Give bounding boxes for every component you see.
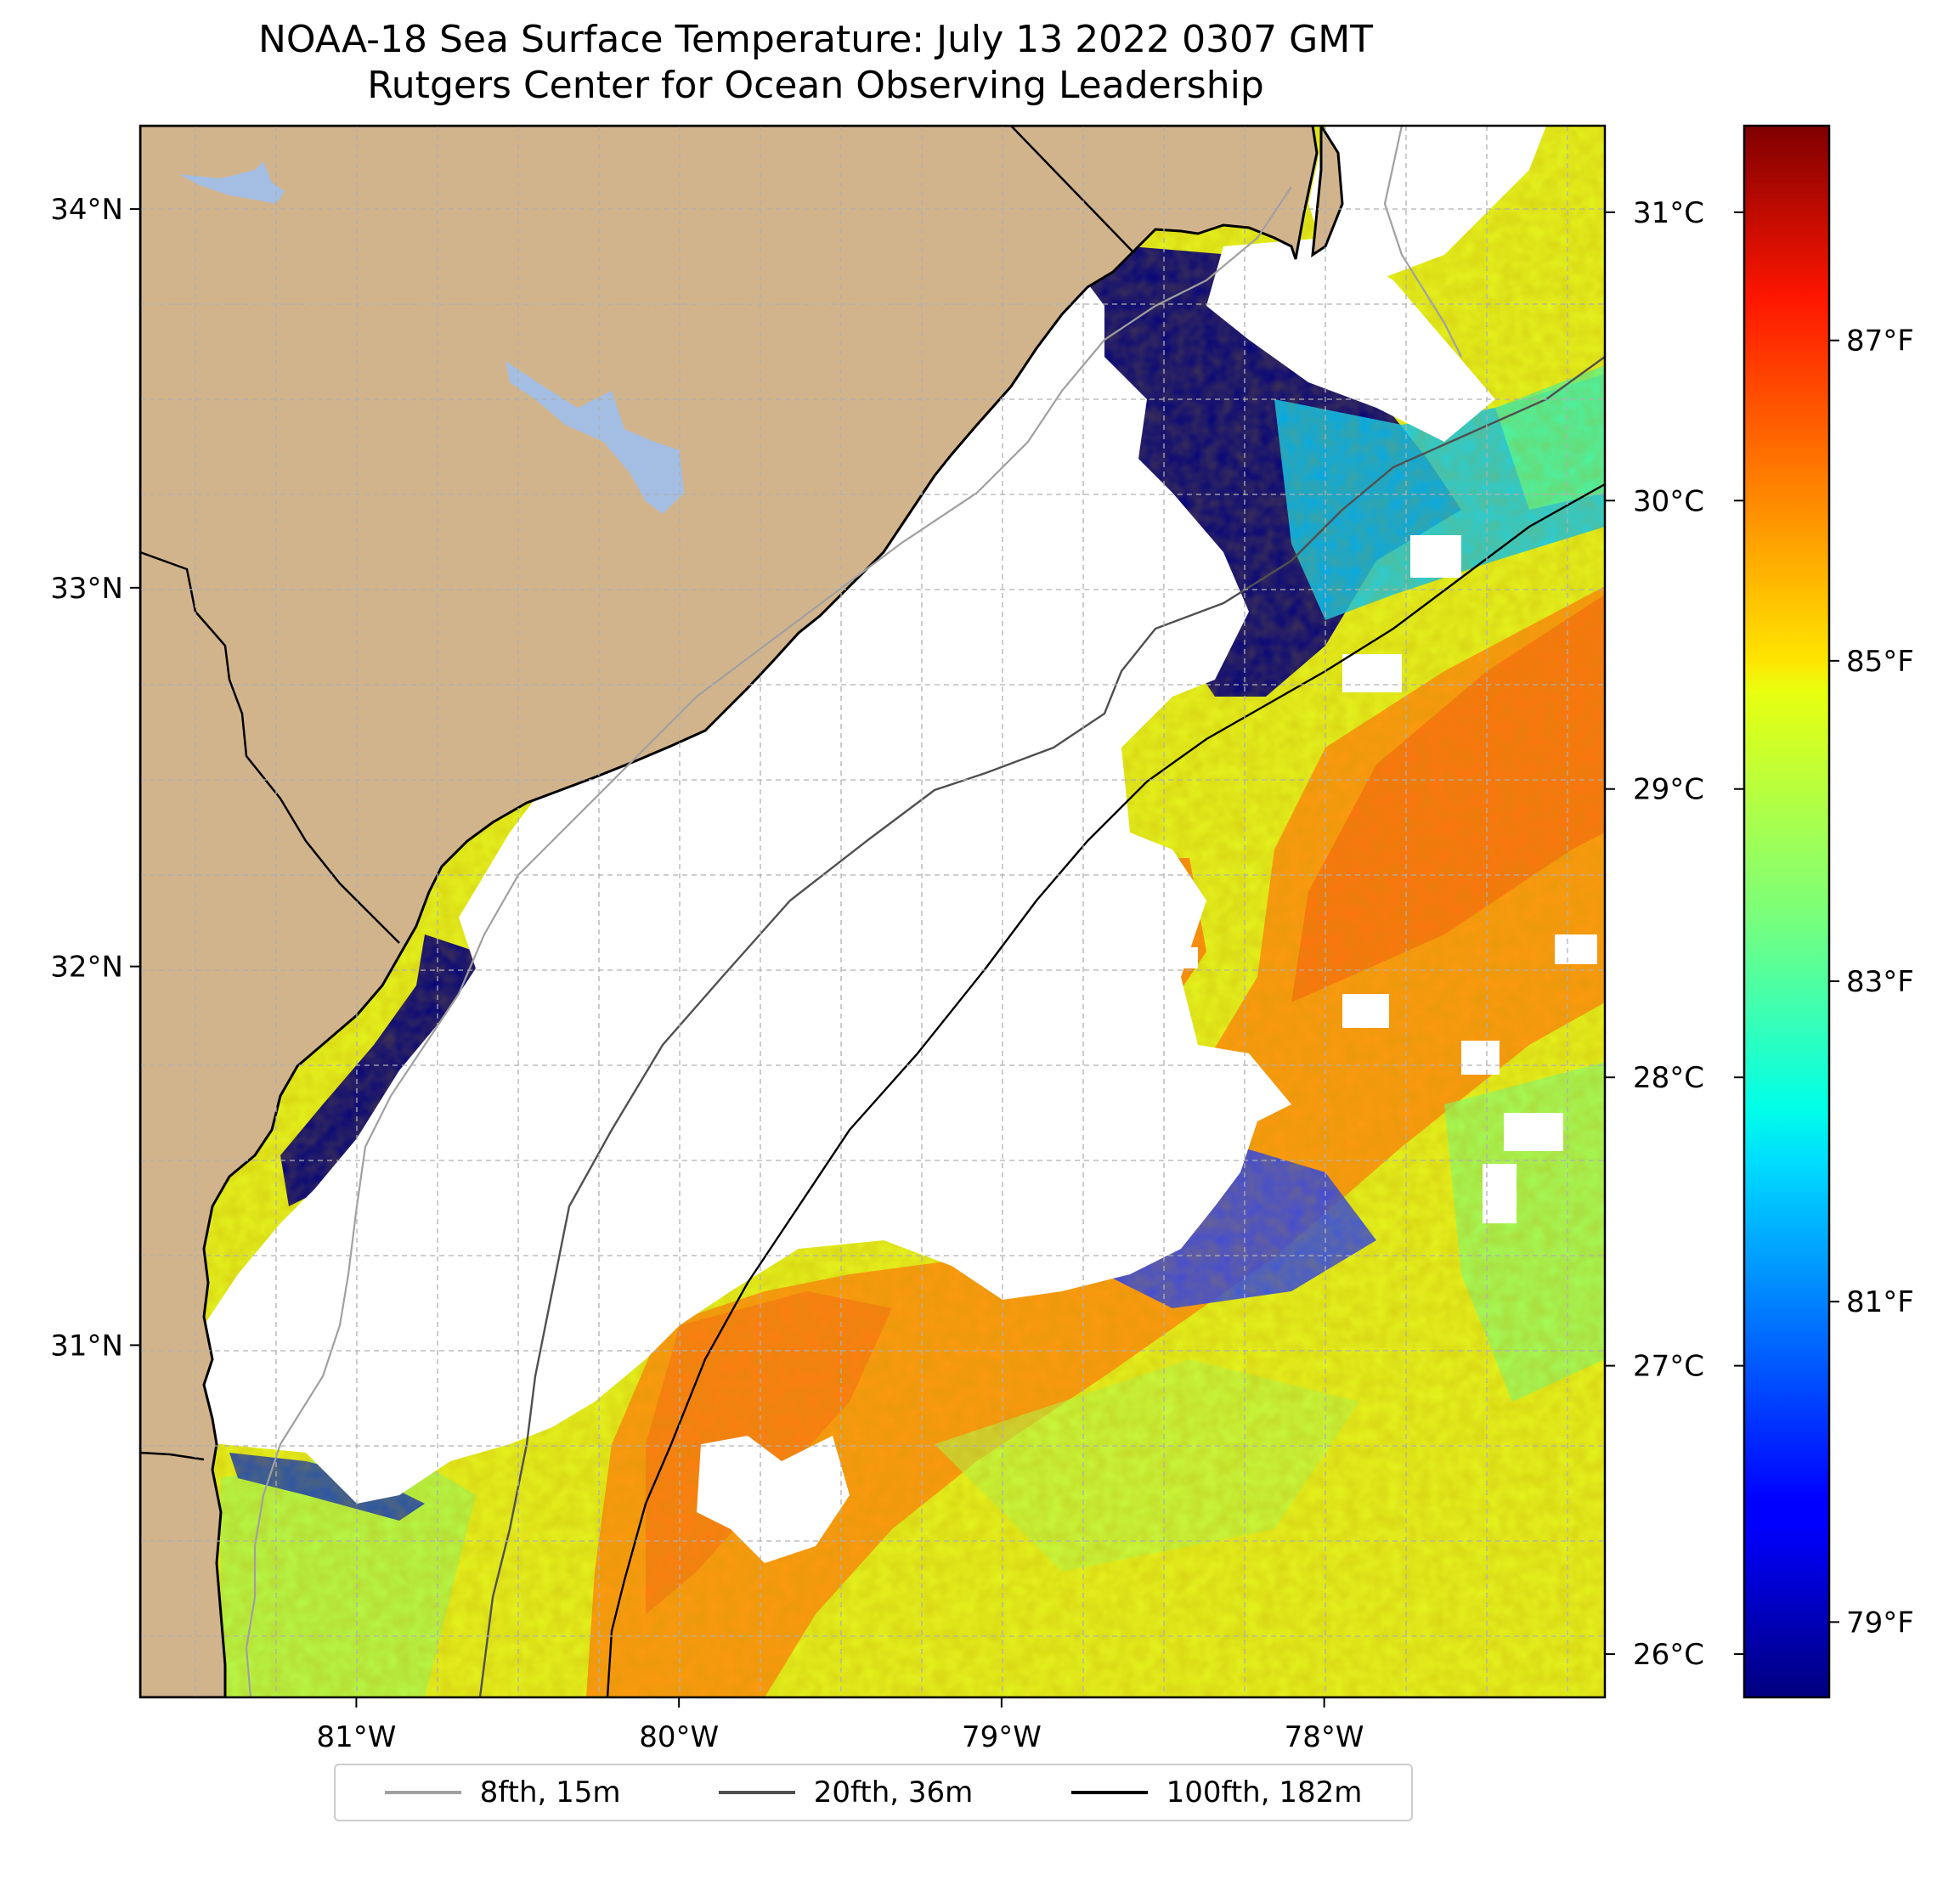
cloud-patch-mid-1: [1342, 994, 1389, 1028]
map-frame: [138, 124, 1607, 1699]
state-boundary-sc-ga: [140, 550, 400, 944]
legend-label-8fth: 8fth, 15m: [479, 1776, 621, 1809]
celsius-tick-label: 27°C: [1633, 1350, 1704, 1384]
lon-tick-label: 81°W: [316, 1720, 396, 1754]
colorbar-fahrenheit-axis: 79°F 81°F 83°F 85°F 87°F: [1829, 325, 1914, 1640]
graticule: [140, 126, 1605, 1697]
lake-marion: [506, 361, 684, 514]
state-boundary-nc-sc: [1010, 126, 1135, 254]
lake-north: [178, 161, 285, 204]
celsius-tick-label: 29°C: [1633, 773, 1704, 807]
longitude-axis: 81°W 80°W 79°W 78°W: [316, 1697, 1364, 1754]
celsius-tick-label: 26°C: [1633, 1638, 1704, 1672]
fahrenheit-tick-label: 79°F: [1846, 1606, 1914, 1640]
celsius-tick-label: 31°C: [1633, 196, 1704, 230]
lon-tick-label: 80°W: [639, 1720, 719, 1754]
legend-label-100fth: 100fth, 182m: [1166, 1776, 1363, 1809]
lat-tick-label: 34°N: [50, 193, 123, 227]
title-line-2: Rutgers Center for Ocean Observing Leade…: [367, 64, 1264, 107]
colorbar: [1743, 124, 1831, 1699]
celsius-tick-label: 28°C: [1633, 1061, 1704, 1095]
chart-title: NOAA-18 Sea Surface Temperature: July 13…: [136, 17, 1495, 109]
legend-label-20fth: 20fth, 36m: [813, 1776, 974, 1809]
cloud-patch-east-3: [1555, 934, 1597, 964]
fahrenheit-tick-label: 85°F: [1846, 645, 1914, 679]
cloud-mask-main: [140, 255, 1291, 1504]
land-mainland: [140, 126, 1319, 1697]
cloud-patch-mid-4: [1342, 654, 1402, 692]
state-boundary-ga-fl: [140, 1451, 205, 1461]
legend-item-100fth: 100fth, 182m: [1070, 1776, 1363, 1809]
lon-tick-label: 79°W: [962, 1720, 1042, 1754]
latitude-axis: 31°N 32°N 33°N 34°N: [50, 193, 140, 1363]
isobath-8fth-north: [1383, 126, 1462, 358]
lat-tick-label: 32°N: [50, 951, 123, 985]
isobath-100fth: [606, 483, 1605, 1697]
cloud-patch-south: [697, 1436, 850, 1563]
cloud-patch-east-2: [1483, 1164, 1517, 1223]
title-line-1: NOAA-18 Sea Surface Temperature: July 13…: [257, 18, 1374, 61]
cloud-mask-north: [1206, 238, 1495, 442]
celsius-tick-label: 30°C: [1633, 484, 1704, 518]
fahrenheit-tick-label: 87°F: [1846, 325, 1914, 358]
cloud-patch-mid-3: [1410, 535, 1461, 578]
isobath-8fth: [245, 186, 1292, 1697]
isobath-legend: 8fth, 15m 20fth, 36m 100fth, 182m: [334, 1764, 1413, 1821]
lon-tick-label: 78°W: [1285, 1720, 1364, 1754]
legend-swatch-100fth: [1070, 1791, 1148, 1794]
legend-item-20fth: 20fth, 36m: [718, 1776, 974, 1809]
isobath-20fth: [478, 356, 1605, 1697]
lat-tick-label: 31°N: [50, 1329, 123, 1363]
fahrenheit-tick-label: 81°F: [1846, 1285, 1914, 1319]
legend-item-8fth: 8fth, 15m: [384, 1776, 621, 1809]
cloud-patch-mid-2: [1461, 1041, 1500, 1075]
lat-tick-label: 33°N: [50, 572, 123, 606]
legend-swatch-20fth: [718, 1791, 795, 1794]
colorbar-celsius-axis: 26°C 27°C 28°C 29°C 30°C 31°C: [1605, 196, 1744, 1672]
fahrenheit-tick-label: 83°F: [1846, 965, 1914, 999]
cloud-patch-east-1: [1504, 1113, 1563, 1151]
legend-swatch-8fth: [384, 1791, 461, 1794]
cloud-patch-mid-5: [1164, 947, 1198, 968]
land-north-strip: [1311, 126, 1344, 258]
